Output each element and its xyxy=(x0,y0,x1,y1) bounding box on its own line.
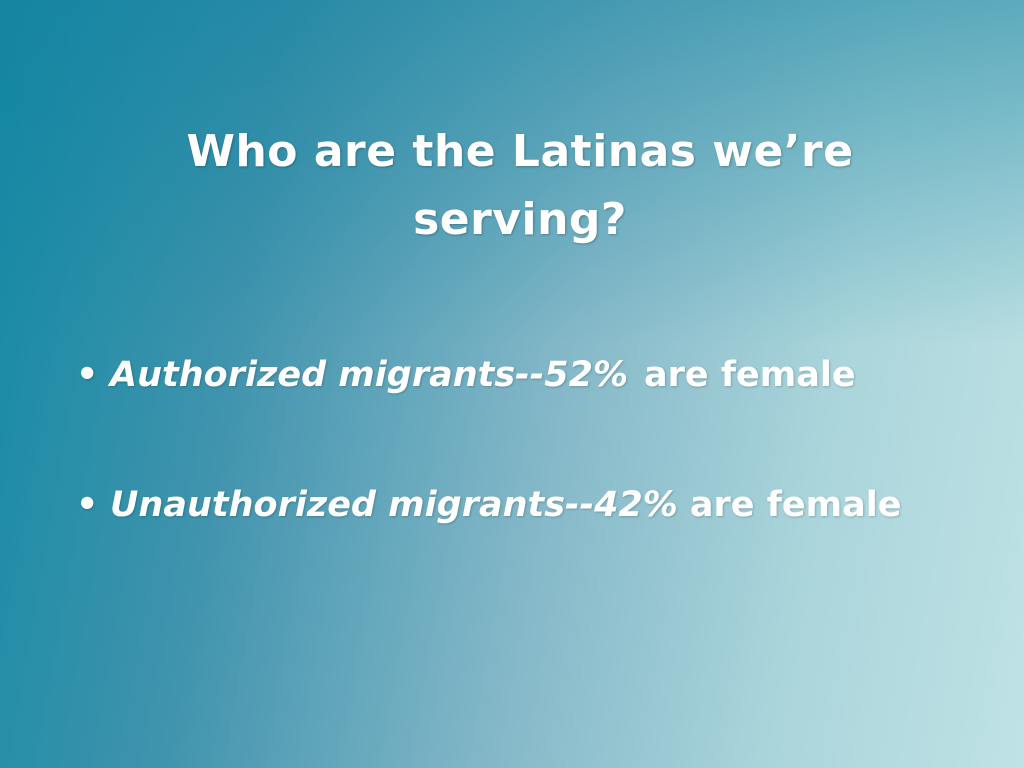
bullet: Authorized migrants--52% are female xyxy=(76,340,901,470)
bullet: Unauthorized migrants--42% are female xyxy=(76,470,901,600)
bullet-emphasis: Authorized migrants--52% xyxy=(110,355,629,395)
bullet-list: Authorized migrants--52% are female Unaut… xyxy=(76,340,901,600)
slide-title: Who are the Latinas we’re serving? xyxy=(186,126,854,245)
bullet-text: are female xyxy=(689,485,902,525)
bullet-text: are female xyxy=(644,355,856,395)
bullet-emphasis: Unauthorized migrants--42% xyxy=(110,485,678,525)
